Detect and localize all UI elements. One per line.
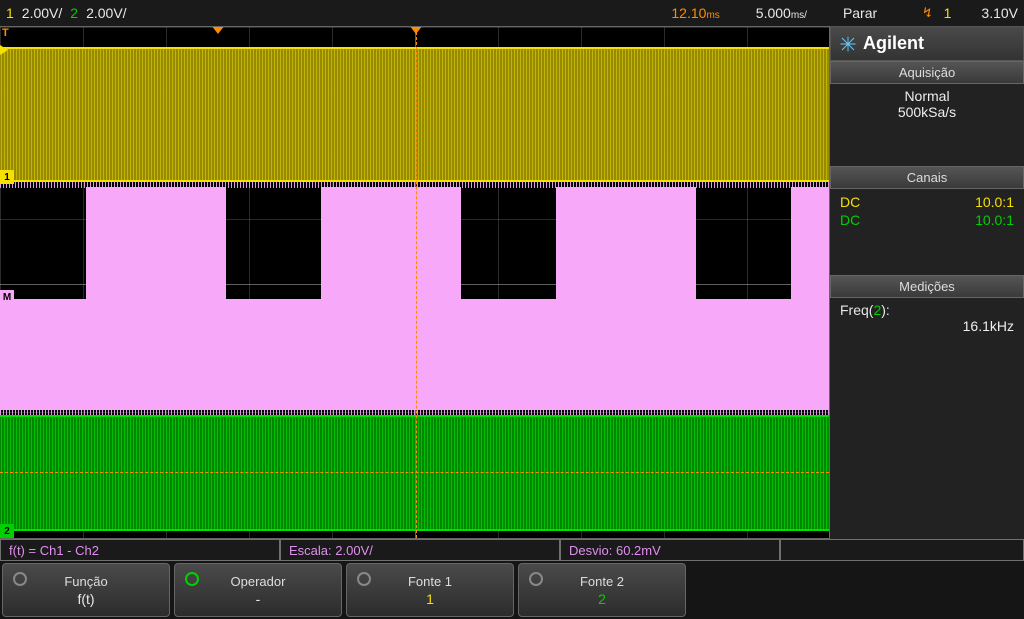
info-spacer	[780, 539, 1024, 561]
side-panel: Agilent Aquisição Normal 500kSa/s Canais…	[830, 26, 1024, 539]
run-state[interactable]: Parar	[843, 5, 877, 21]
knob-icon	[529, 572, 543, 586]
channels-body: DC10.0:1 DC10.0:1	[830, 189, 1024, 239]
trigger-source[interactable]: 1	[944, 5, 952, 21]
softkey-bar: Função f(t) Operador - Fonte 1 1 Fonte 2…	[0, 561, 1024, 619]
ch1-scale[interactable]: 2.00V/	[22, 5, 62, 21]
acquisition-body: Normal 500kSa/s	[830, 84, 1024, 130]
softkey-operator[interactable]: Operador -	[174, 563, 342, 617]
softkey-function[interactable]: Função f(t)	[2, 563, 170, 617]
channel-ref-marker[interactable]: 1	[0, 170, 14, 184]
trigger-edge-icon: ↯	[923, 5, 931, 21]
knob-icon	[185, 572, 199, 586]
brand-spark-icon	[839, 35, 857, 53]
brand-header: Agilent	[830, 26, 1024, 61]
trigger-level[interactable]: 3.10V	[981, 5, 1018, 21]
channel-ref-marker[interactable]: M	[0, 290, 14, 304]
softkey-source2[interactable]: Fonte 2 2	[518, 563, 686, 617]
channels-title: Canais	[830, 166, 1024, 189]
ch2-number[interactable]: 2	[70, 5, 78, 21]
ch1-number[interactable]: 1	[6, 5, 14, 21]
measurement-label: Freq(2):	[840, 302, 1014, 318]
math-offset: Desvio: 60.2mV	[560, 539, 780, 561]
channel-ref-marker[interactable]: 2	[0, 524, 14, 538]
softkey-source1[interactable]: Fonte 1 1	[346, 563, 514, 617]
measurement-value: 16.1kHz	[840, 318, 1014, 334]
ch2-info: DC10.0:1	[840, 211, 1014, 229]
knob-icon	[13, 572, 27, 586]
math-function: f(t) = Ch1 - Ch2	[0, 539, 280, 561]
waveform-display[interactable]: T1M2	[0, 26, 830, 539]
math-info-bar: f(t) = Ch1 - Ch2 Escala: 2.00V/ Desvio: …	[0, 539, 1024, 561]
ch1-info: DC10.0:1	[840, 193, 1014, 211]
main-area: T1M2 Agilent Aquisição Normal 500kSa/s C…	[0, 26, 1024, 539]
knob-icon	[357, 572, 371, 586]
top-status-bar: 1 2.00V/ 2 2.00V/ 12.10ms 5.000ms/ Parar…	[0, 0, 1024, 26]
time-per-div[interactable]: 5.000ms/	[756, 5, 807, 21]
measurements-title: Medições	[830, 275, 1024, 298]
math-scale: Escala: 2.00V/	[280, 539, 560, 561]
acquisition-rate: 500kSa/s	[840, 104, 1014, 120]
ch2-scale[interactable]: 2.00V/	[86, 5, 126, 21]
acquisition-title: Aquisição	[830, 61, 1024, 84]
acquisition-mode: Normal	[840, 88, 1014, 104]
time-position[interactable]: 12.10ms	[671, 5, 719, 21]
measurements-body: Freq(2): 16.1kHz	[830, 298, 1024, 344]
